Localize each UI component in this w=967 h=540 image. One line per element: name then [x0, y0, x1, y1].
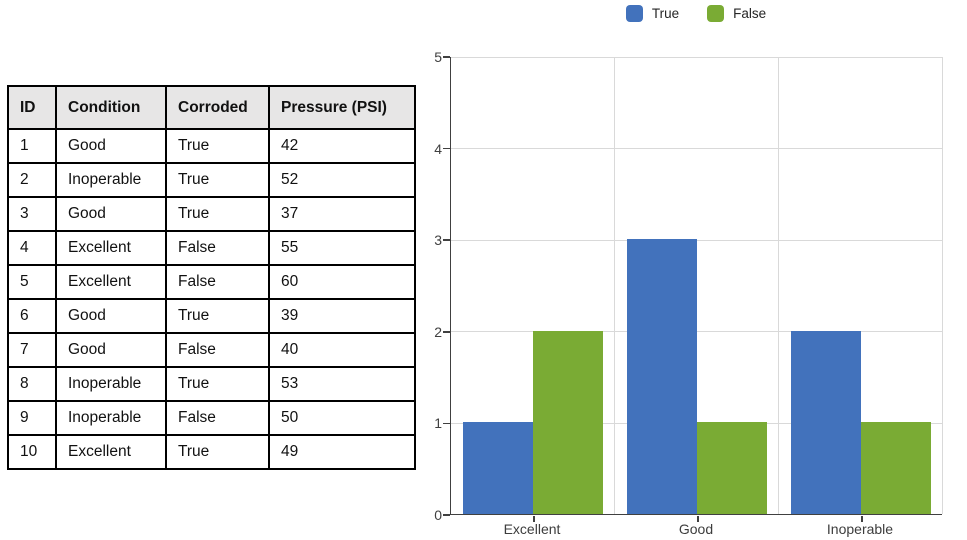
legend-item-true: True — [625, 5, 680, 22]
v-gridline — [614, 57, 615, 514]
table-cell: 37 — [268, 196, 416, 232]
table-cell: 42 — [268, 128, 416, 164]
y-axis-label: 1 — [434, 415, 442, 432]
plot-area — [443, 56, 943, 522]
bar-false-excellent — [533, 330, 603, 514]
y-axis-label: 5 — [434, 49, 442, 65]
y-axis-tick — [443, 331, 450, 333]
table-cell: 5 — [7, 264, 57, 300]
table-header-cell: Corroded — [165, 85, 270, 130]
y-axis-label: 4 — [434, 140, 442, 157]
x-axis-tick — [533, 516, 535, 522]
table-row: 3 Good True 37 — [7, 196, 416, 232]
x-axis-label-inoperable: Inoperable — [826, 521, 894, 537]
table-header-cell: Condition — [55, 85, 167, 130]
table-cell: 40 — [268, 332, 416, 368]
table-cell: 6 — [7, 298, 57, 334]
bar-false-inoperable — [861, 422, 931, 514]
table-row: 1 Good True 42 — [7, 128, 416, 164]
table-cell: True — [165, 434, 270, 470]
table-cell: Inoperable — [55, 162, 167, 198]
v-gridline — [942, 57, 943, 514]
table-row: 8 Inoperable True 53 — [7, 366, 416, 402]
table-cell: 49 — [268, 434, 416, 470]
x-axis-tick — [861, 516, 863, 522]
table-row: 10 Excellent True 49 — [7, 434, 416, 470]
table-cell: 8 — [7, 366, 57, 402]
table-cell: Good — [55, 332, 167, 368]
table-row: 5 Excellent False 60 — [7, 264, 416, 300]
table-cell: 1 — [7, 128, 57, 164]
table-cell: True — [165, 196, 270, 232]
x-axis-tick — [697, 516, 699, 522]
table-cell: 7 — [7, 332, 57, 368]
legend-label: True — [651, 6, 680, 21]
table-cell: 50 — [268, 400, 416, 436]
v-gridline — [778, 57, 779, 514]
data-table: ID Condition Corroded Pressure (PSI) 1 Good T… — [7, 85, 416, 470]
bar-true-inoperable — [791, 330, 861, 514]
table-cell: 53 — [268, 366, 416, 402]
table-cell: 39 — [268, 298, 416, 334]
y-axis-tick — [443, 147, 450, 150]
bar-true-good — [627, 239, 697, 514]
y-axis-tick — [443, 422, 450, 425]
table-cell: False — [165, 400, 270, 436]
table-cell: 9 — [7, 400, 57, 436]
chart-legend: True False — [450, 5, 942, 22]
table-cell: 60 — [268, 264, 416, 300]
y-axis-label: 3 — [434, 232, 442, 249]
legend-item-false: False — [707, 5, 766, 22]
h-gridline — [451, 148, 942, 150]
legend-label: False — [733, 6, 767, 21]
y-axis-label: 2 — [434, 323, 442, 340]
bar-false-good — [697, 422, 767, 514]
table-cell: Inoperable — [55, 366, 167, 402]
table-row: 6 Good True 39 — [7, 298, 416, 334]
table-row: 2 Inoperable True 52 — [7, 162, 416, 198]
table-cell: False — [165, 230, 270, 266]
table-row: 9 Inoperable False 50 — [7, 400, 416, 436]
table-body: 1 Good True 42 2 Inoperable True 52 3 Good True 37 4… — [7, 128, 416, 470]
table-cell: 4 — [7, 230, 57, 266]
legend-swatch-icon — [707, 5, 725, 22]
table-cell: Excellent — [55, 434, 167, 470]
y-axis-tick — [443, 56, 450, 58]
legend-swatch-icon — [625, 5, 643, 22]
table-cell: Good — [55, 128, 167, 164]
table-cell: 2 — [7, 162, 57, 198]
y-axis-label: 0 — [434, 507, 442, 523]
table-cell: Excellent — [55, 264, 167, 300]
table-header-row: ID Condition Corroded Pressure (PSI) — [7, 85, 416, 130]
table-cell: Inoperable — [55, 400, 167, 436]
table-cell: Good — [55, 196, 167, 232]
table-cell: 10 — [7, 434, 57, 470]
table-cell: True — [165, 366, 270, 402]
table-cell: False — [165, 264, 270, 300]
x-axis-label-excellent: Excellent — [503, 521, 561, 537]
table-header-cell: Pressure (PSI) — [268, 85, 416, 130]
table-cell: Good — [55, 298, 167, 334]
table-cell: Excellent — [55, 230, 167, 266]
table-cell: 3 — [7, 196, 57, 232]
x-axis-label-good: Good — [678, 521, 714, 537]
y-axis-tick — [443, 514, 450, 516]
table-row: 4 Excellent False 55 — [7, 230, 416, 266]
table-cell: False — [165, 332, 270, 368]
table-cell: True — [165, 298, 270, 334]
table-cell: True — [165, 162, 270, 198]
table-row: 7 Good False 40 — [7, 332, 416, 368]
table-header-cell: ID — [7, 85, 57, 130]
table-cell: 55 — [268, 230, 416, 266]
bar-true-excellent — [463, 422, 533, 514]
h-gridline — [451, 56, 942, 58]
table-cell: 52 — [268, 162, 416, 198]
y-axis-tick — [443, 239, 450, 241]
table-cell: True — [165, 128, 270, 164]
